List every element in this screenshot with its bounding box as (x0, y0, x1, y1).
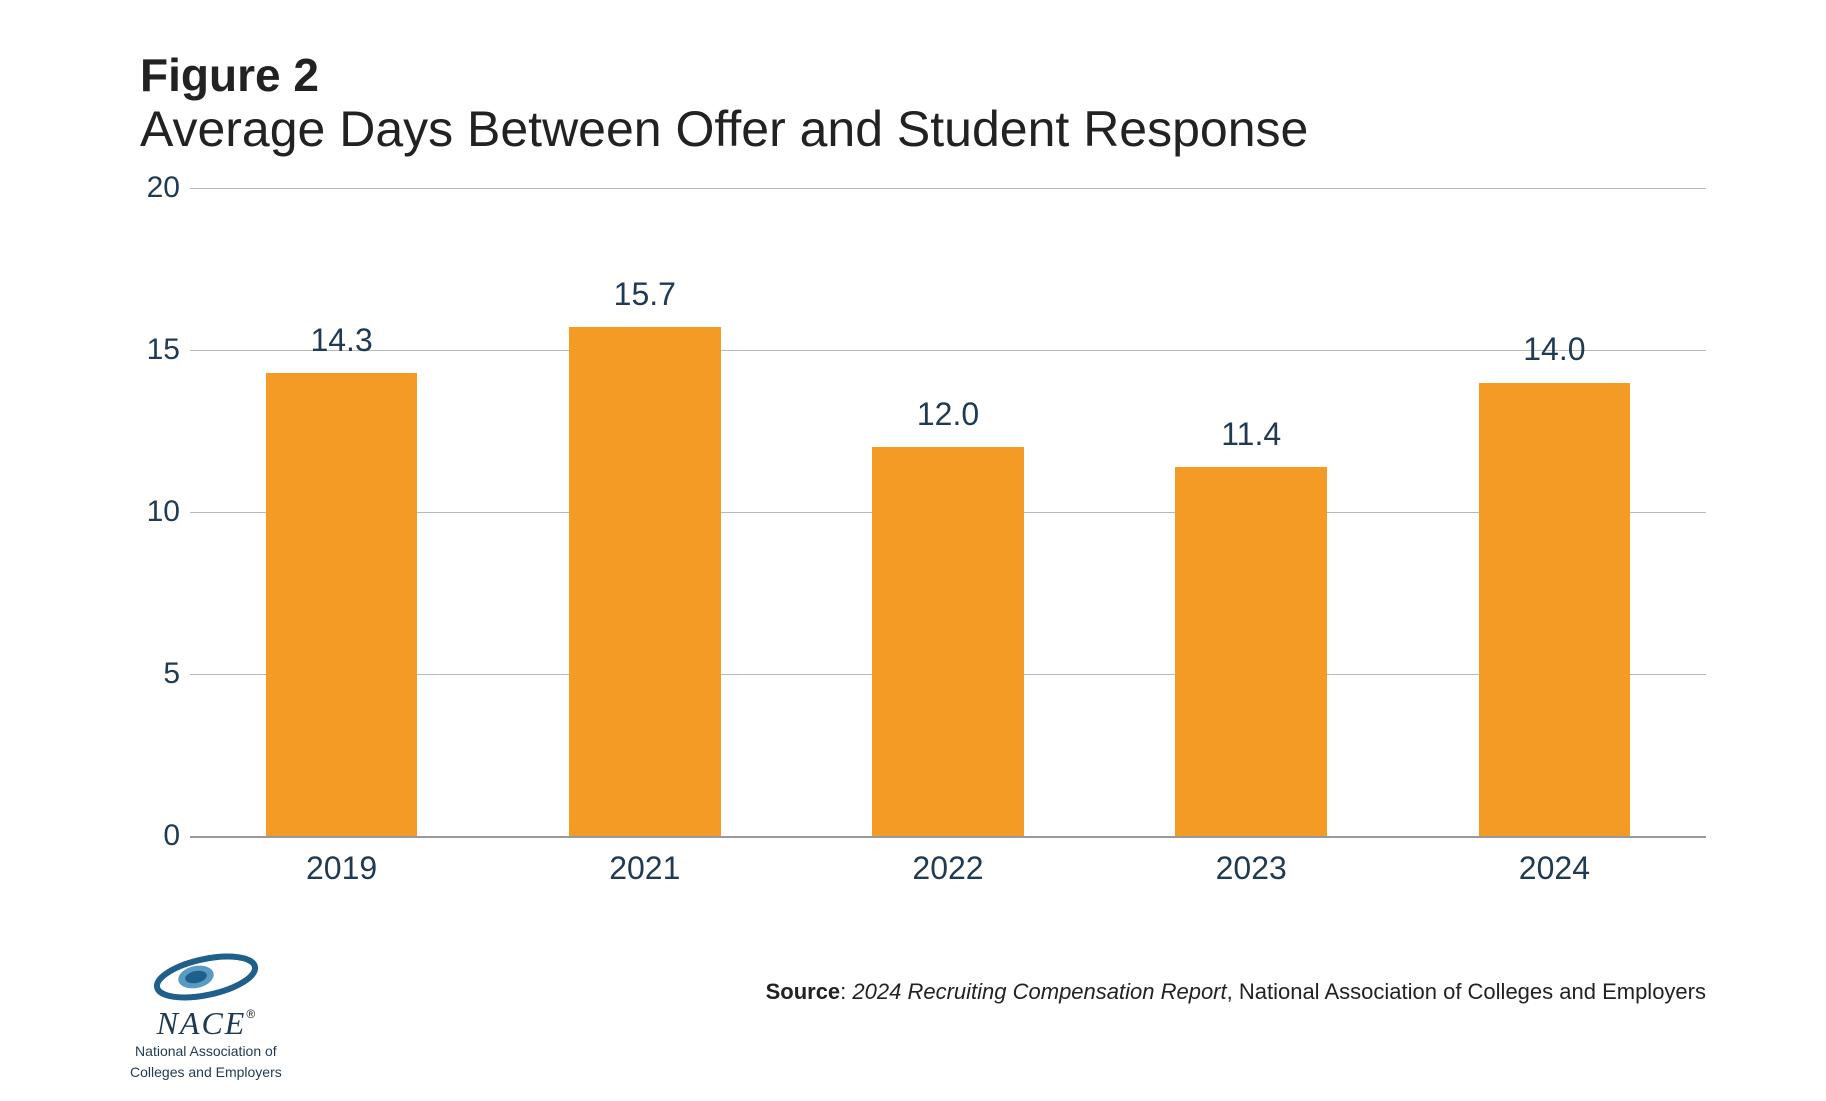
bar (1479, 383, 1631, 837)
source-tail: , National Association of Colleges and E… (1227, 979, 1706, 1004)
x-tick-label: 2023 (1151, 850, 1351, 887)
bar-value-label: 15.7 (545, 276, 745, 313)
logo-subtitle-line2: Colleges and Employers (130, 1064, 282, 1081)
logo-acronym-text: NACE (157, 1005, 247, 1041)
x-tick-label: 2022 (848, 850, 1048, 887)
bar-value-label: 11.4 (1151, 416, 1351, 453)
logo-registered: ® (246, 1007, 255, 1021)
logo-subtitle-line1: National Association of (130, 1043, 282, 1060)
y-tick-label: 15 (140, 333, 180, 367)
figure-number: Figure 2 (140, 50, 1706, 101)
bar-chart: 0510152014.3201915.7202112.0202211.42023… (140, 188, 1706, 898)
source-prefix: Source (766, 979, 841, 1004)
bar (266, 373, 418, 836)
bar (872, 447, 1024, 836)
source-separator: : (840, 979, 852, 1004)
figure-page: Figure 2 Average Days Between Offer and … (0, 0, 1826, 1101)
bar (1175, 467, 1327, 836)
bar-value-label: 14.0 (1454, 331, 1654, 368)
bar (569, 327, 721, 836)
figure-footer: NACE® National Association of Colleges a… (130, 931, 1706, 1081)
y-tick-label: 0 (140, 819, 180, 853)
y-tick-label: 20 (140, 171, 180, 205)
x-tick-label: 2021 (545, 850, 745, 887)
title-block: Figure 2 Average Days Between Offer and … (140, 50, 1706, 158)
figure-title: Average Days Between Offer and Student R… (140, 101, 1706, 159)
source-line: Source: 2024 Recruiting Compensation Rep… (766, 979, 1706, 1005)
x-tick-label: 2024 (1454, 850, 1654, 887)
nace-swoosh-icon (136, 947, 276, 1003)
nace-logo: NACE® National Association of Colleges a… (130, 947, 282, 1081)
gridline (190, 188, 1706, 189)
y-tick-label: 10 (140, 495, 180, 529)
bar-value-label: 14.3 (242, 322, 442, 359)
x-tick-label: 2019 (242, 850, 442, 887)
bar-value-label: 12.0 (848, 396, 1048, 433)
plot-area: 0510152014.3201915.7202112.0202211.42023… (190, 188, 1706, 838)
y-tick-label: 5 (140, 657, 180, 691)
logo-acronym: NACE® (130, 1007, 282, 1039)
source-report: 2024 Recruiting Compensation Report (852, 979, 1226, 1004)
